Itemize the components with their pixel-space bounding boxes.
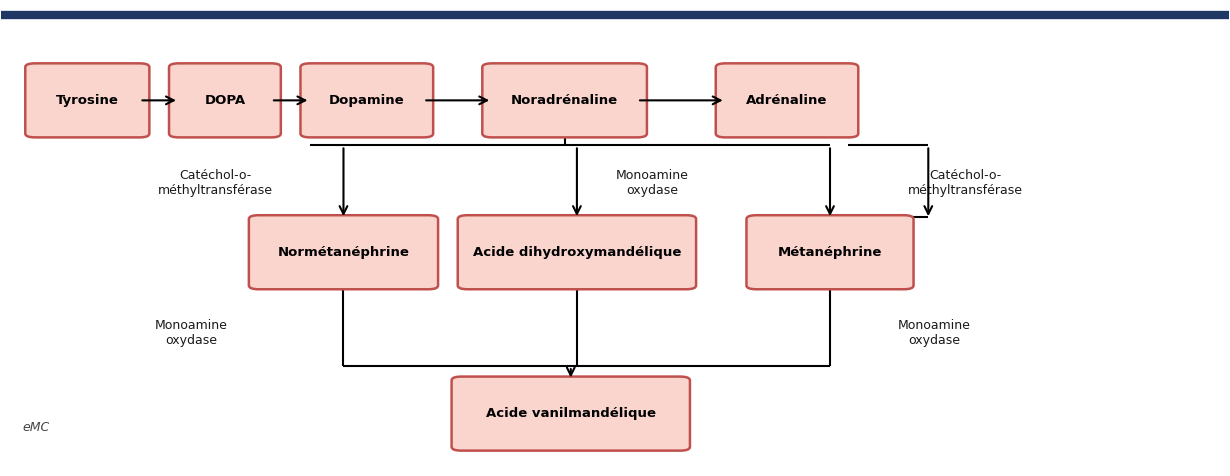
Text: Acide vanilmandélique: Acide vanilmandélique — [486, 407, 656, 420]
FancyBboxPatch shape — [169, 63, 280, 138]
FancyBboxPatch shape — [716, 63, 859, 138]
Text: Normétanéphrine: Normétanéphrine — [278, 246, 410, 259]
FancyBboxPatch shape — [482, 63, 647, 138]
FancyBboxPatch shape — [458, 215, 696, 289]
FancyBboxPatch shape — [451, 377, 690, 451]
Text: Acide dihydroxymandélique: Acide dihydroxymandélique — [472, 246, 681, 259]
Text: Adrénaline: Adrénaline — [747, 94, 828, 107]
Text: Catéchol-o-
méthyltransférase: Catéchol-o- méthyltransférase — [908, 169, 1022, 198]
FancyBboxPatch shape — [26, 63, 149, 138]
Text: Monoamine
oxydase: Monoamine oxydase — [898, 319, 970, 347]
Text: eMC: eMC — [23, 421, 50, 434]
Text: DOPA: DOPA — [204, 94, 246, 107]
Text: Monoamine
oxydase: Monoamine oxydase — [615, 169, 689, 198]
Text: Noradrénaline: Noradrénaline — [510, 94, 619, 107]
Text: Métanéphrine: Métanéphrine — [777, 246, 882, 259]
Text: Catéchol-o-
méthyltransférase: Catéchol-o- méthyltransférase — [159, 169, 273, 198]
FancyBboxPatch shape — [300, 63, 433, 138]
FancyBboxPatch shape — [747, 215, 914, 289]
FancyBboxPatch shape — [248, 215, 438, 289]
Text: Monoamine
oxydase: Monoamine oxydase — [155, 319, 228, 347]
Text: Dopamine: Dopamine — [328, 94, 405, 107]
Text: Tyrosine: Tyrosine — [55, 94, 119, 107]
